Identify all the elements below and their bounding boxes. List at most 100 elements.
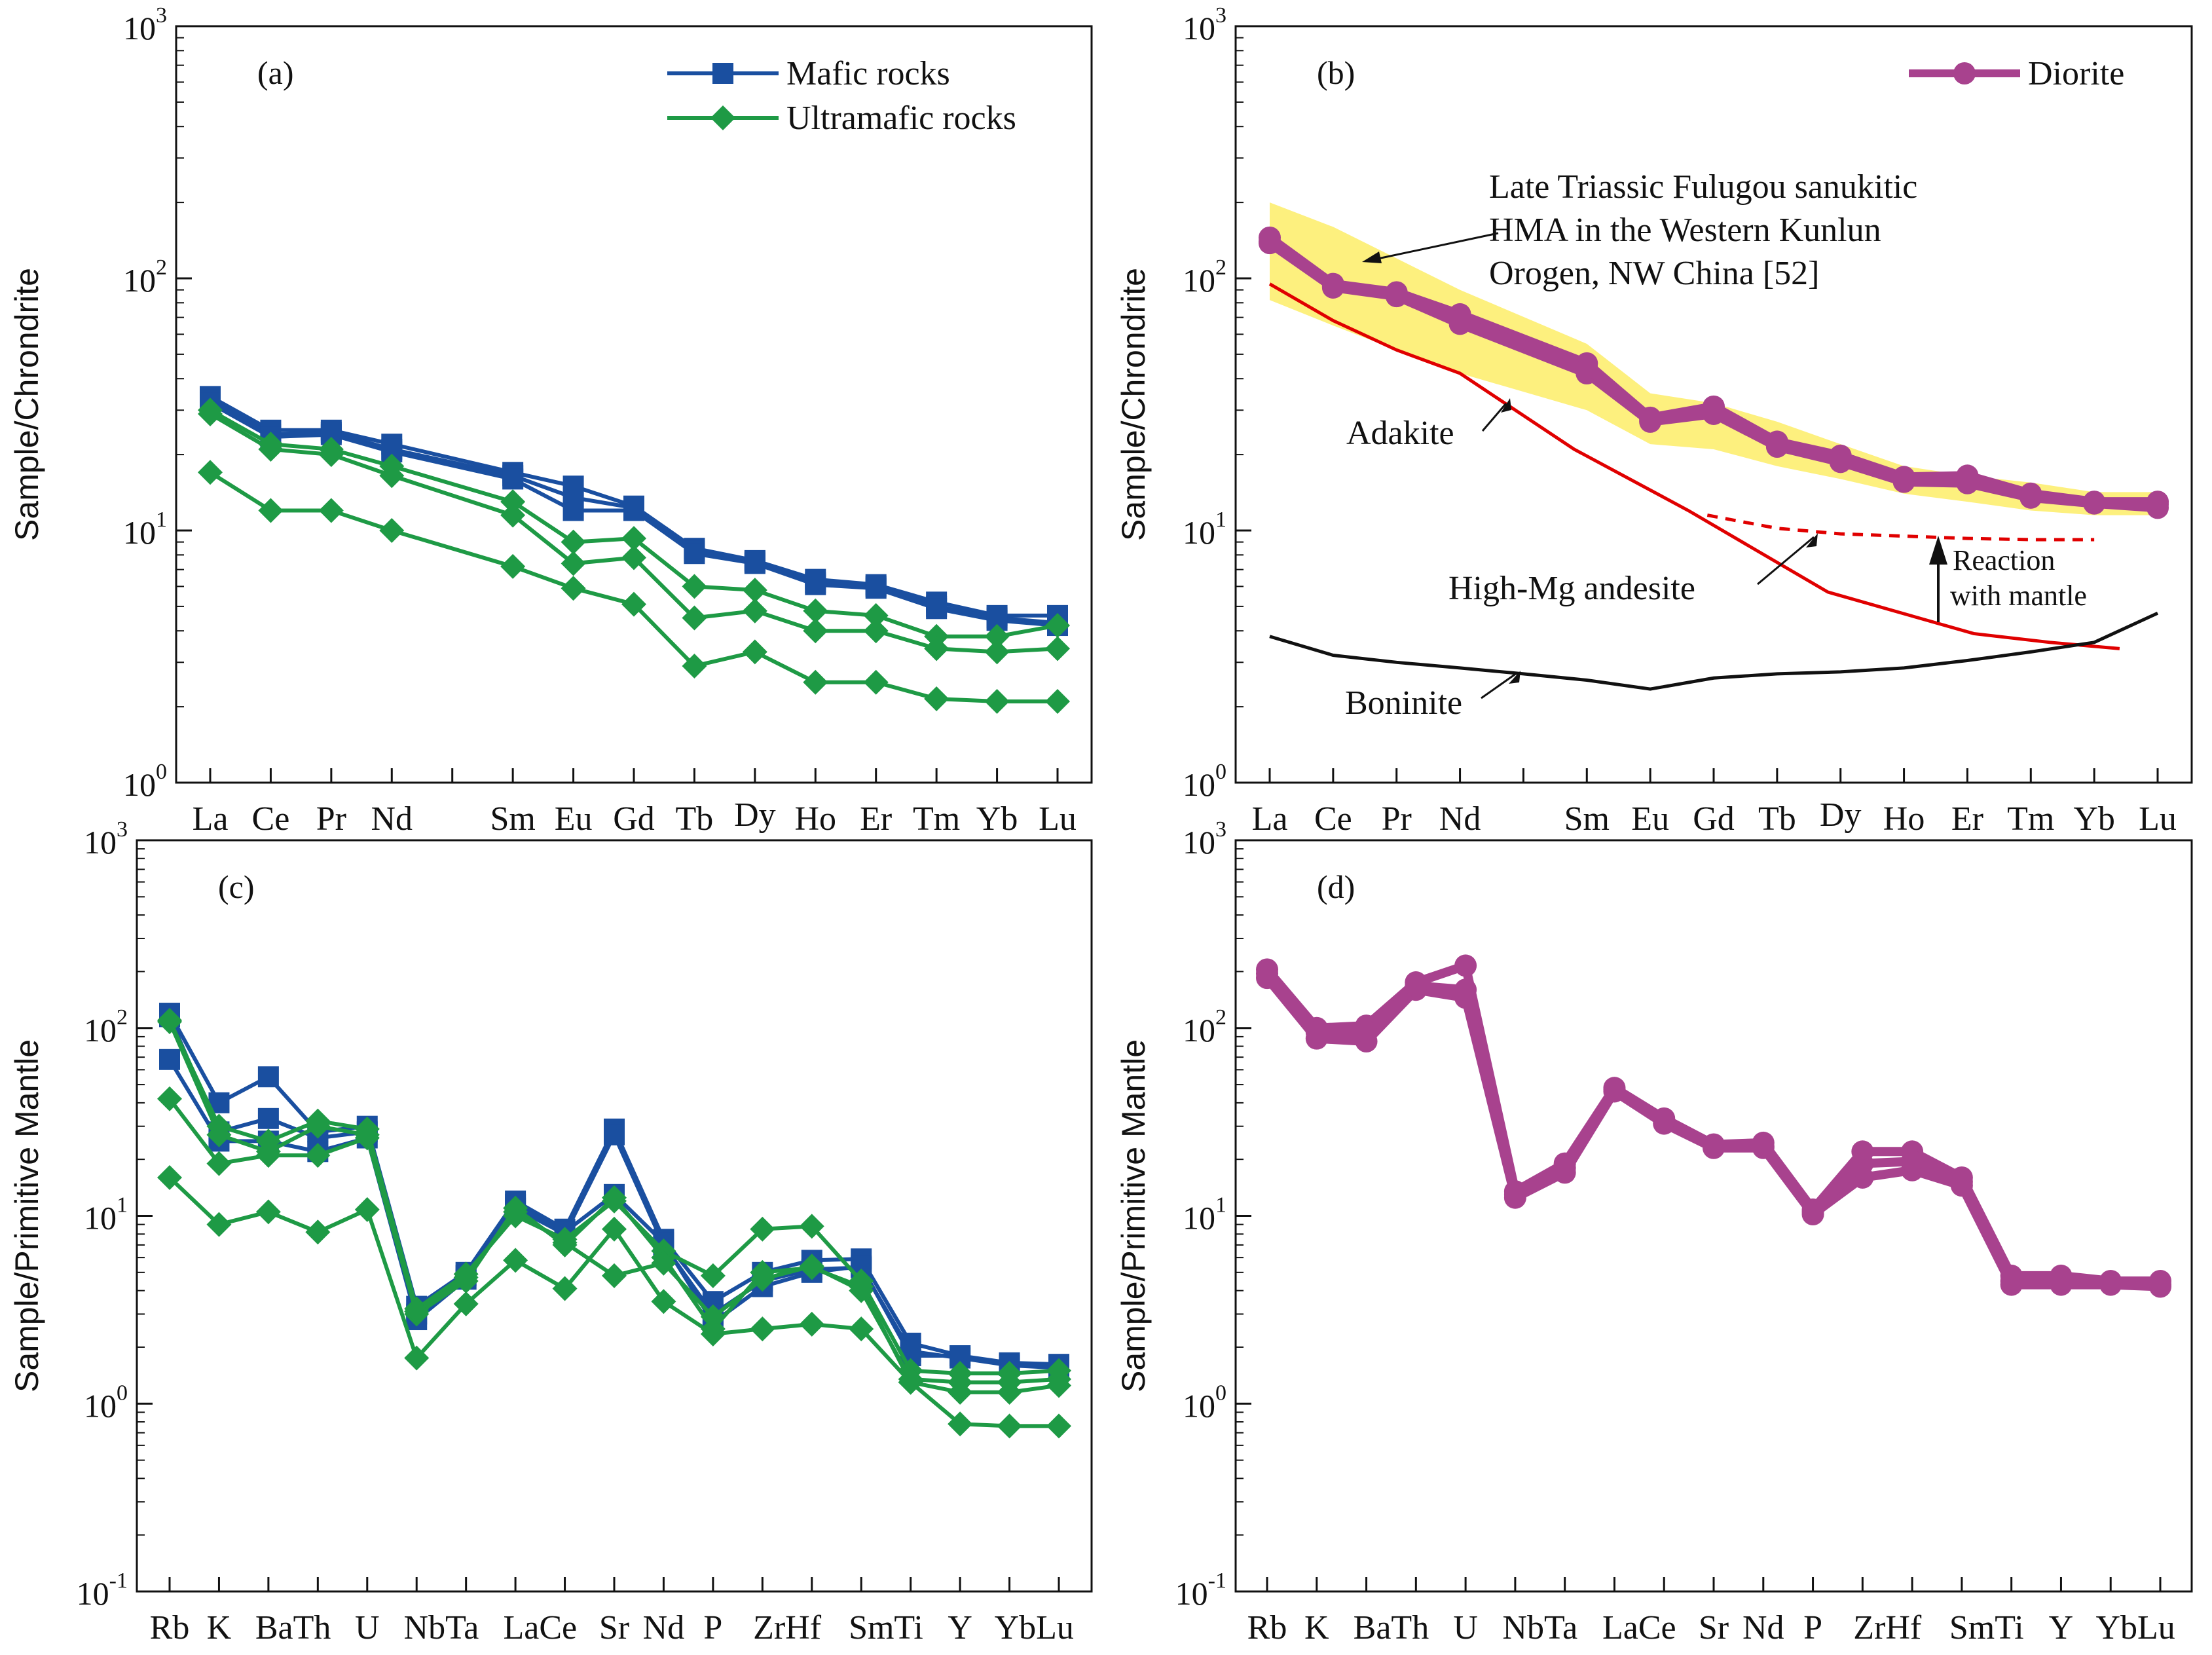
data-point xyxy=(258,498,284,523)
x-tick-label: Nd xyxy=(1439,800,1481,838)
data-point xyxy=(863,669,889,695)
panel-d: 10-1 100 101 102 103 Sample/Primitive Mantle R… xyxy=(1115,817,2193,1646)
data-point xyxy=(206,1212,232,1237)
data-point xyxy=(849,1316,874,1342)
data-point xyxy=(863,603,889,628)
data-point xyxy=(1503,1183,1526,1206)
data-point xyxy=(453,1291,479,1316)
adakite-line xyxy=(1268,282,2120,650)
data-point xyxy=(2000,1269,2023,1292)
data-point xyxy=(1956,468,1979,491)
x-tick-label: Sm xyxy=(490,800,535,838)
x-tick-label: BaTh xyxy=(1354,1609,1429,1646)
data-point xyxy=(1553,1157,1576,1180)
y-tick-label: 100 xyxy=(1183,1381,1226,1424)
data-point xyxy=(157,1009,182,1035)
legend-label: Mafic rocks xyxy=(786,55,950,92)
y-axis-title: Sample/Primitive Mantle xyxy=(1115,1039,1152,1392)
series-line xyxy=(1263,971,2161,1290)
adakite-arrow xyxy=(1481,403,1507,432)
data-point xyxy=(1901,1150,1924,1173)
legend-label: Ultramafic rocks xyxy=(786,100,1016,137)
data-point xyxy=(1703,399,1725,422)
data-point xyxy=(1305,1021,1328,1044)
annotations: Late Triassic Fulugou sanukitic HMA in th… xyxy=(1345,168,2087,722)
data-point xyxy=(1448,309,1471,332)
boninite-line xyxy=(1269,611,2159,691)
data-point xyxy=(621,545,646,570)
x-tick-label: K xyxy=(207,1609,232,1646)
data-point xyxy=(1703,1135,1725,1158)
data-point xyxy=(1046,1413,1071,1439)
data-point xyxy=(700,1263,726,1288)
x-tick-label: SmTi xyxy=(1949,1609,2024,1646)
x-tick-label: U xyxy=(355,1609,380,1646)
arrowhead xyxy=(1509,671,1521,684)
x-tick-label: NbTa xyxy=(404,1609,479,1646)
panel-label: (b) xyxy=(1317,54,1355,91)
data-point xyxy=(898,1366,923,1392)
x-tick-label: Pr xyxy=(1382,800,1412,838)
data-point xyxy=(803,669,828,695)
x-tick-label: Yb xyxy=(2073,800,2115,838)
data-point xyxy=(1045,613,1070,639)
data-point xyxy=(744,553,765,574)
data-point xyxy=(1405,975,1428,997)
data-point xyxy=(651,1250,676,1276)
data-point xyxy=(2099,1271,2122,1294)
x-tick-label: Dy xyxy=(1820,796,1862,834)
x-tick-label: Ce xyxy=(252,800,290,838)
data-point xyxy=(502,468,524,490)
data-point xyxy=(750,1216,775,1242)
x-tick-label: Sm xyxy=(1564,800,1610,838)
y-tick-label: 103 xyxy=(84,817,128,861)
series-diorite xyxy=(1256,967,2171,1298)
data-point xyxy=(1045,636,1070,661)
x-tick-label: Yb xyxy=(976,800,1018,838)
data-point xyxy=(1603,1078,1626,1101)
y-tick-label: 103 xyxy=(1183,3,1226,46)
data-point xyxy=(651,1289,676,1314)
data-point xyxy=(984,688,1010,714)
data-point xyxy=(742,639,767,665)
x-tick-label: ZrHf xyxy=(1853,1609,1922,1646)
data-point xyxy=(799,1214,824,1239)
data-point xyxy=(1454,954,1477,977)
data-point xyxy=(1950,1170,1973,1193)
data-point xyxy=(682,653,707,679)
series-ultramafic-rocks xyxy=(198,460,1070,714)
data-point xyxy=(750,1316,775,1342)
data-point xyxy=(1454,978,1477,1001)
series-diorite xyxy=(1256,962,2171,1296)
x-tick-label: Tb xyxy=(676,800,714,838)
data-point xyxy=(1892,468,1915,491)
data-point xyxy=(865,578,887,599)
series-ultramafic-rocks xyxy=(198,401,1070,665)
data-point xyxy=(318,498,344,523)
y-tick-label: 100 xyxy=(1183,760,1226,803)
arrowhead xyxy=(1929,536,1947,565)
data-point xyxy=(2149,1273,2171,1296)
data-point xyxy=(500,502,526,528)
data-point xyxy=(1045,688,1070,714)
data-point xyxy=(602,1263,627,1288)
x-tick-label: NbTa xyxy=(1502,1609,1577,1646)
series-line xyxy=(209,408,1058,639)
boninite-arrow xyxy=(1481,672,1517,699)
data-point xyxy=(750,1267,775,1292)
x-tick-label: Sr xyxy=(1699,1609,1729,1646)
plot-frame xyxy=(175,25,1093,784)
data-point xyxy=(602,1185,627,1210)
data-point xyxy=(552,1276,578,1301)
data-point xyxy=(924,636,949,661)
data-point xyxy=(924,686,949,712)
data-point xyxy=(258,436,284,462)
hma-annotation-line: Late Triassic Fulugou sanukitic xyxy=(1489,168,1917,206)
y-tick-label: 102 xyxy=(123,255,167,299)
x-tick-label: K xyxy=(1304,1609,1329,1646)
x-tick-label: La xyxy=(1252,800,1288,838)
data-point xyxy=(2019,484,2042,507)
series-ultramafic-rocks xyxy=(157,1009,1071,1395)
x-tick-label: Nd xyxy=(371,800,413,838)
x-tick-label: BaTh xyxy=(255,1609,331,1646)
